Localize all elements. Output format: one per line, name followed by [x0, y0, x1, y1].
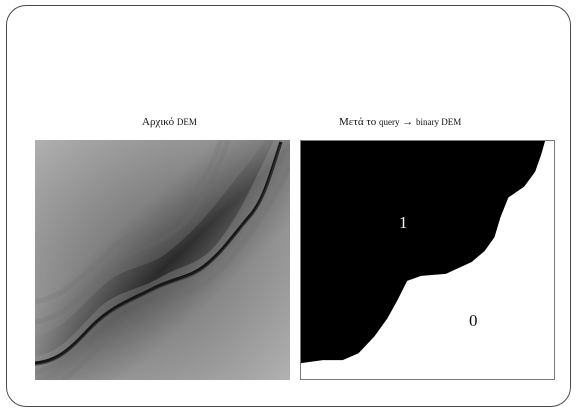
binary-value-zero-label: 0 [469, 311, 478, 330]
binary-dem-caption: Μετά το query → binary DEM [339, 116, 461, 128]
original-dem-caption-prefix: Αρχικό [142, 116, 175, 128]
binary-dem-caption-query: query [379, 117, 400, 127]
binary-dem-caption-suffix: binary DEM [416, 117, 462, 127]
original-dem-image [35, 140, 290, 380]
binary-value-one-label: 1 [399, 213, 408, 232]
original-dem-caption: Αρχικό DEM [142, 116, 197, 128]
binary-dem-caption-arrow: → [402, 116, 414, 128]
original-dem-caption-suffix: DEM [176, 117, 197, 127]
binary-dem-graphic [301, 141, 554, 379]
binary-dem-caption-prefix: Μετά το [339, 116, 377, 128]
binary-dem-image: 1 0 [300, 140, 555, 380]
original-dem-graphic [35, 140, 290, 380]
